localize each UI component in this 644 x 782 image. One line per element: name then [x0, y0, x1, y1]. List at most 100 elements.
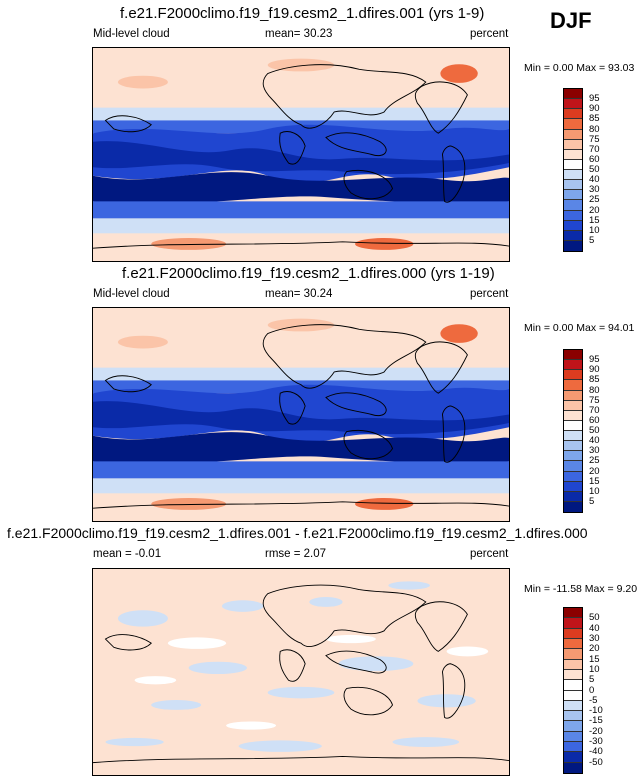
- antarctic-max: [151, 237, 227, 250]
- diff-negative-region: [392, 737, 460, 747]
- colorbar-label: 50: [589, 164, 600, 175]
- colorbar-box: [564, 410, 582, 421]
- colorbar-label: -40: [589, 746, 603, 758]
- coastline: [343, 687, 394, 716]
- map-svg: [93, 48, 509, 261]
- coastline: [104, 115, 152, 133]
- panel-1-mean: mean= 30.23: [265, 28, 333, 40]
- colorbar-box: [564, 89, 582, 100]
- colorbar-box: [564, 461, 582, 472]
- panel-3-mean: mean = -0.01: [93, 548, 162, 560]
- colorbar-box: [564, 220, 582, 231]
- season-label: DJF: [550, 8, 592, 33]
- colorbar-label: 10: [589, 663, 600, 675]
- coastline: [93, 241, 509, 249]
- colorbar-box: [564, 350, 582, 361]
- panel-1-colorbar: [563, 88, 583, 252]
- colorbar-box: [564, 451, 582, 462]
- colorbar-box: [564, 721, 582, 732]
- panel-3-units: percent: [470, 548, 509, 560]
- coastline: [262, 584, 427, 647]
- panel-1-units: percent: [470, 28, 509, 40]
- colorbar-box: [564, 481, 582, 492]
- antarctic-max: [355, 497, 414, 510]
- colorbar-label: 75: [589, 133, 600, 145]
- colorbar-box: [564, 711, 582, 722]
- diff-negative-region: [267, 686, 335, 699]
- colorbar-label: 30: [589, 184, 600, 196]
- colorbar-label: 50: [589, 425, 600, 436]
- diff-zero-region: [226, 721, 277, 730]
- colorbar-box: [564, 700, 582, 712]
- arctic-max: [440, 64, 478, 83]
- coastline: [414, 341, 468, 394]
- colorbar-label: 50: [589, 612, 600, 624]
- colorbar-label: 30: [589, 632, 600, 644]
- diff-negative-region: [309, 597, 343, 607]
- colorbar-box: [564, 690, 582, 701]
- colorbar-box: [564, 149, 582, 160]
- panel-1-title: f.e21.F2000climo.f19_f19.cesm2_1.dfires.…: [120, 5, 485, 22]
- map-svg: [93, 308, 509, 521]
- diff-negative-region: [238, 740, 322, 752]
- colorbar-label: 5: [589, 674, 595, 686]
- colorbar-box: [564, 491, 582, 502]
- coastline: [441, 145, 466, 203]
- colorbar-label: -30: [589, 736, 603, 748]
- panel-3-colorbar: [563, 607, 583, 774]
- colorbar-box: [564, 390, 582, 401]
- colorbar-box: [564, 400, 582, 411]
- colorbar-label: 40: [589, 435, 600, 447]
- colorbar-label: 20: [589, 643, 600, 655]
- diff-zero-region: [134, 676, 177, 685]
- colorbar-label: 40: [589, 174, 600, 186]
- coastline: [279, 131, 306, 165]
- colorbar-label: 70: [589, 143, 600, 155]
- arctic-max: [440, 324, 478, 343]
- colorbar-box: [564, 139, 582, 150]
- colorbar-label: -5: [589, 694, 598, 706]
- colorbar-label: 90: [589, 103, 600, 115]
- colorbar-label: 25: [589, 194, 600, 206]
- panel-2-mean: mean= 30.24: [265, 288, 333, 300]
- colorbar-label: -15: [589, 715, 603, 727]
- subtropical-cloud-region: [93, 172, 509, 204]
- panel-3-map: [92, 568, 510, 776]
- colorbar-box: [564, 119, 582, 130]
- coastline: [325, 650, 387, 674]
- colorbar-label: 75: [589, 394, 600, 406]
- diff-zero-region: [325, 634, 376, 644]
- colorbar-label: 80: [589, 384, 600, 396]
- panel-2-map: [92, 307, 510, 522]
- colorbar-box: [564, 109, 582, 120]
- polar-region: [93, 495, 509, 521]
- colorbar-label: 30: [589, 445, 600, 457]
- colorbar-box: [564, 180, 582, 191]
- panel-3-minmax: Min = -11.58 Max = 9.20: [524, 583, 638, 595]
- colorbar-box: [564, 380, 582, 391]
- colorbar-box: [564, 230, 582, 241]
- colorbar-box: [564, 210, 582, 221]
- coastline: [325, 132, 387, 156]
- coastline: [262, 64, 427, 129]
- colorbar-box: [564, 441, 582, 452]
- panel-1-map: [92, 47, 510, 262]
- colorbar-box: [564, 608, 582, 619]
- colorbar-label: -10: [589, 705, 603, 717]
- coastline: [414, 601, 468, 652]
- panel-2-title: f.e21.F2000climo.f19_f19.cesm2_1.dfires.…: [122, 265, 495, 282]
- colorbar-box: [564, 628, 582, 639]
- panel-1-minmax: Min = 0.00 Max = 93.03: [524, 62, 635, 74]
- cloud-band: [93, 367, 509, 385]
- colorbar-box: [564, 649, 582, 660]
- subtropical-cloud-region: [93, 432, 509, 464]
- colorbar-label: 20: [589, 204, 600, 216]
- cloud-band: [93, 201, 509, 219]
- colorbar-label: 0: [589, 684, 595, 696]
- coastline: [279, 649, 306, 682]
- antarctic-max: [151, 497, 227, 510]
- cloud-band: [93, 218, 509, 234]
- coastline: [279, 391, 306, 425]
- colorbar-label: 70: [589, 404, 600, 416]
- coastline: [343, 430, 394, 460]
